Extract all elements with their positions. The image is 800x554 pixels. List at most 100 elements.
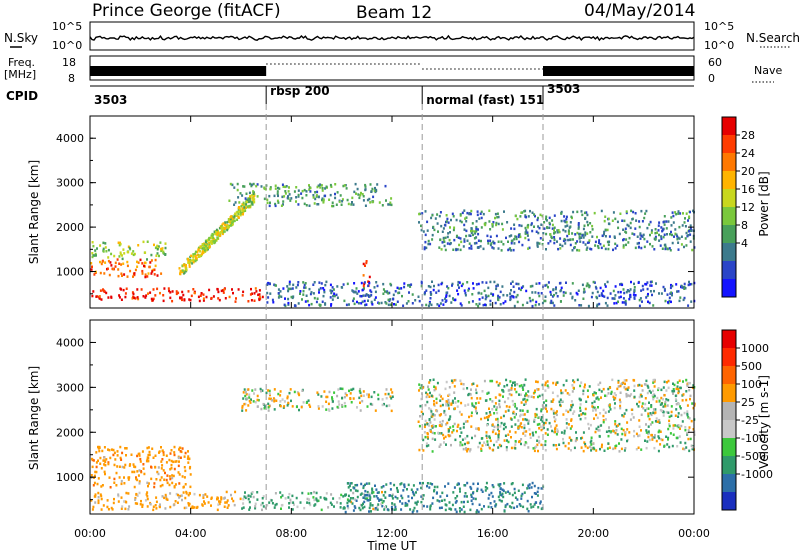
velocity-cell <box>248 393 251 396</box>
power-cell <box>489 243 492 247</box>
power-cell <box>385 302 388 305</box>
power-cell <box>639 232 642 235</box>
velocity-cell <box>633 379 636 382</box>
power-cell <box>527 247 530 250</box>
velocity-cell <box>513 388 516 391</box>
velocity-cell <box>502 395 504 398</box>
velocity-cell <box>495 380 498 384</box>
power-cell <box>243 204 246 208</box>
velocity-cell <box>419 404 422 408</box>
velocity-cell <box>346 504 349 508</box>
velocity-cell <box>483 379 486 383</box>
velocity-cell <box>608 403 611 407</box>
velocity-cell <box>652 381 655 384</box>
power-cell <box>582 297 585 300</box>
velocity-cell <box>539 500 542 503</box>
velocity-colorbar-swatch <box>722 456 736 475</box>
velocity-cell <box>608 429 611 433</box>
power-cell <box>334 192 336 196</box>
power-cell <box>226 228 229 232</box>
velocity-cell <box>108 476 111 479</box>
velocity-cell <box>625 395 628 398</box>
power-cell <box>266 198 269 202</box>
velocity-cell <box>510 436 512 439</box>
velocity-cell <box>316 391 319 394</box>
velocity-cell <box>407 495 410 498</box>
power-cell <box>470 209 473 213</box>
power-cell <box>506 294 509 297</box>
velocity-cell <box>184 496 187 500</box>
velocity-cell <box>538 416 541 419</box>
velocity-cell <box>429 379 432 382</box>
power-colorbar-swatch <box>722 207 736 226</box>
power-cell <box>321 187 324 190</box>
velocity-cell <box>614 422 617 426</box>
power-cell <box>515 235 518 239</box>
power-cell <box>334 183 337 186</box>
power-cell <box>551 295 554 298</box>
velocity-cell <box>123 482 126 485</box>
power-cell <box>144 296 147 299</box>
power-cell <box>340 203 343 206</box>
power-cell <box>378 302 381 305</box>
power-cell <box>314 197 317 201</box>
velocity-cell <box>140 499 142 503</box>
velocity-cell <box>353 487 356 490</box>
velocity-cell <box>501 492 504 496</box>
power-cell <box>494 301 497 305</box>
velocity-colorbar-swatch <box>722 366 736 385</box>
velocity-cell <box>325 400 328 403</box>
power-cell <box>683 287 686 290</box>
power-cell <box>324 194 327 198</box>
velocity-cell <box>513 487 516 491</box>
power-cell <box>296 283 299 287</box>
power-cell <box>614 247 617 250</box>
power-cell <box>271 298 274 302</box>
velocity-cell <box>545 399 548 402</box>
velocity-cell <box>364 489 367 493</box>
velocity-cell <box>658 418 661 422</box>
power-cell <box>179 297 182 300</box>
power-cell <box>649 284 652 287</box>
velocity-cell <box>554 418 557 421</box>
velocity-cell <box>511 493 514 497</box>
velocity-cell <box>461 438 464 441</box>
power-cell <box>512 248 515 252</box>
velocity-cell <box>127 476 130 479</box>
velocity-cell <box>587 422 590 426</box>
power-cell <box>549 239 552 243</box>
power-cell <box>242 201 245 205</box>
velocity-cell <box>127 478 130 481</box>
velocity-cell <box>241 404 244 408</box>
power-cell <box>634 227 637 230</box>
velocity-cell <box>463 500 465 504</box>
velocity-cell <box>287 496 290 499</box>
power-cell <box>478 217 481 220</box>
velocity-cell <box>153 482 156 485</box>
power-cell <box>689 210 691 214</box>
velocity-cell <box>350 388 353 391</box>
power-cell <box>153 273 156 276</box>
power-cell <box>564 242 567 245</box>
velocity-cell <box>592 442 595 445</box>
power-cell <box>188 261 191 264</box>
velocity-cell <box>486 440 489 443</box>
power-cell <box>217 297 220 300</box>
velocity-cell <box>578 397 581 401</box>
power-cell <box>567 229 570 232</box>
power-cell <box>482 212 485 216</box>
velocity-cell <box>685 390 688 393</box>
power-cell <box>640 209 643 213</box>
velocity-cell <box>504 434 507 437</box>
power-cell <box>290 197 293 200</box>
velocity-cell <box>249 506 251 509</box>
nsky-trace <box>89 34 695 42</box>
power-cell <box>542 232 545 235</box>
power-cell <box>510 294 513 298</box>
power-cell <box>282 200 285 203</box>
velocity-cell <box>427 385 429 388</box>
velocity-cell <box>645 407 648 410</box>
power-cell <box>308 204 311 207</box>
power-cell <box>569 243 572 247</box>
power-cell <box>162 299 165 303</box>
